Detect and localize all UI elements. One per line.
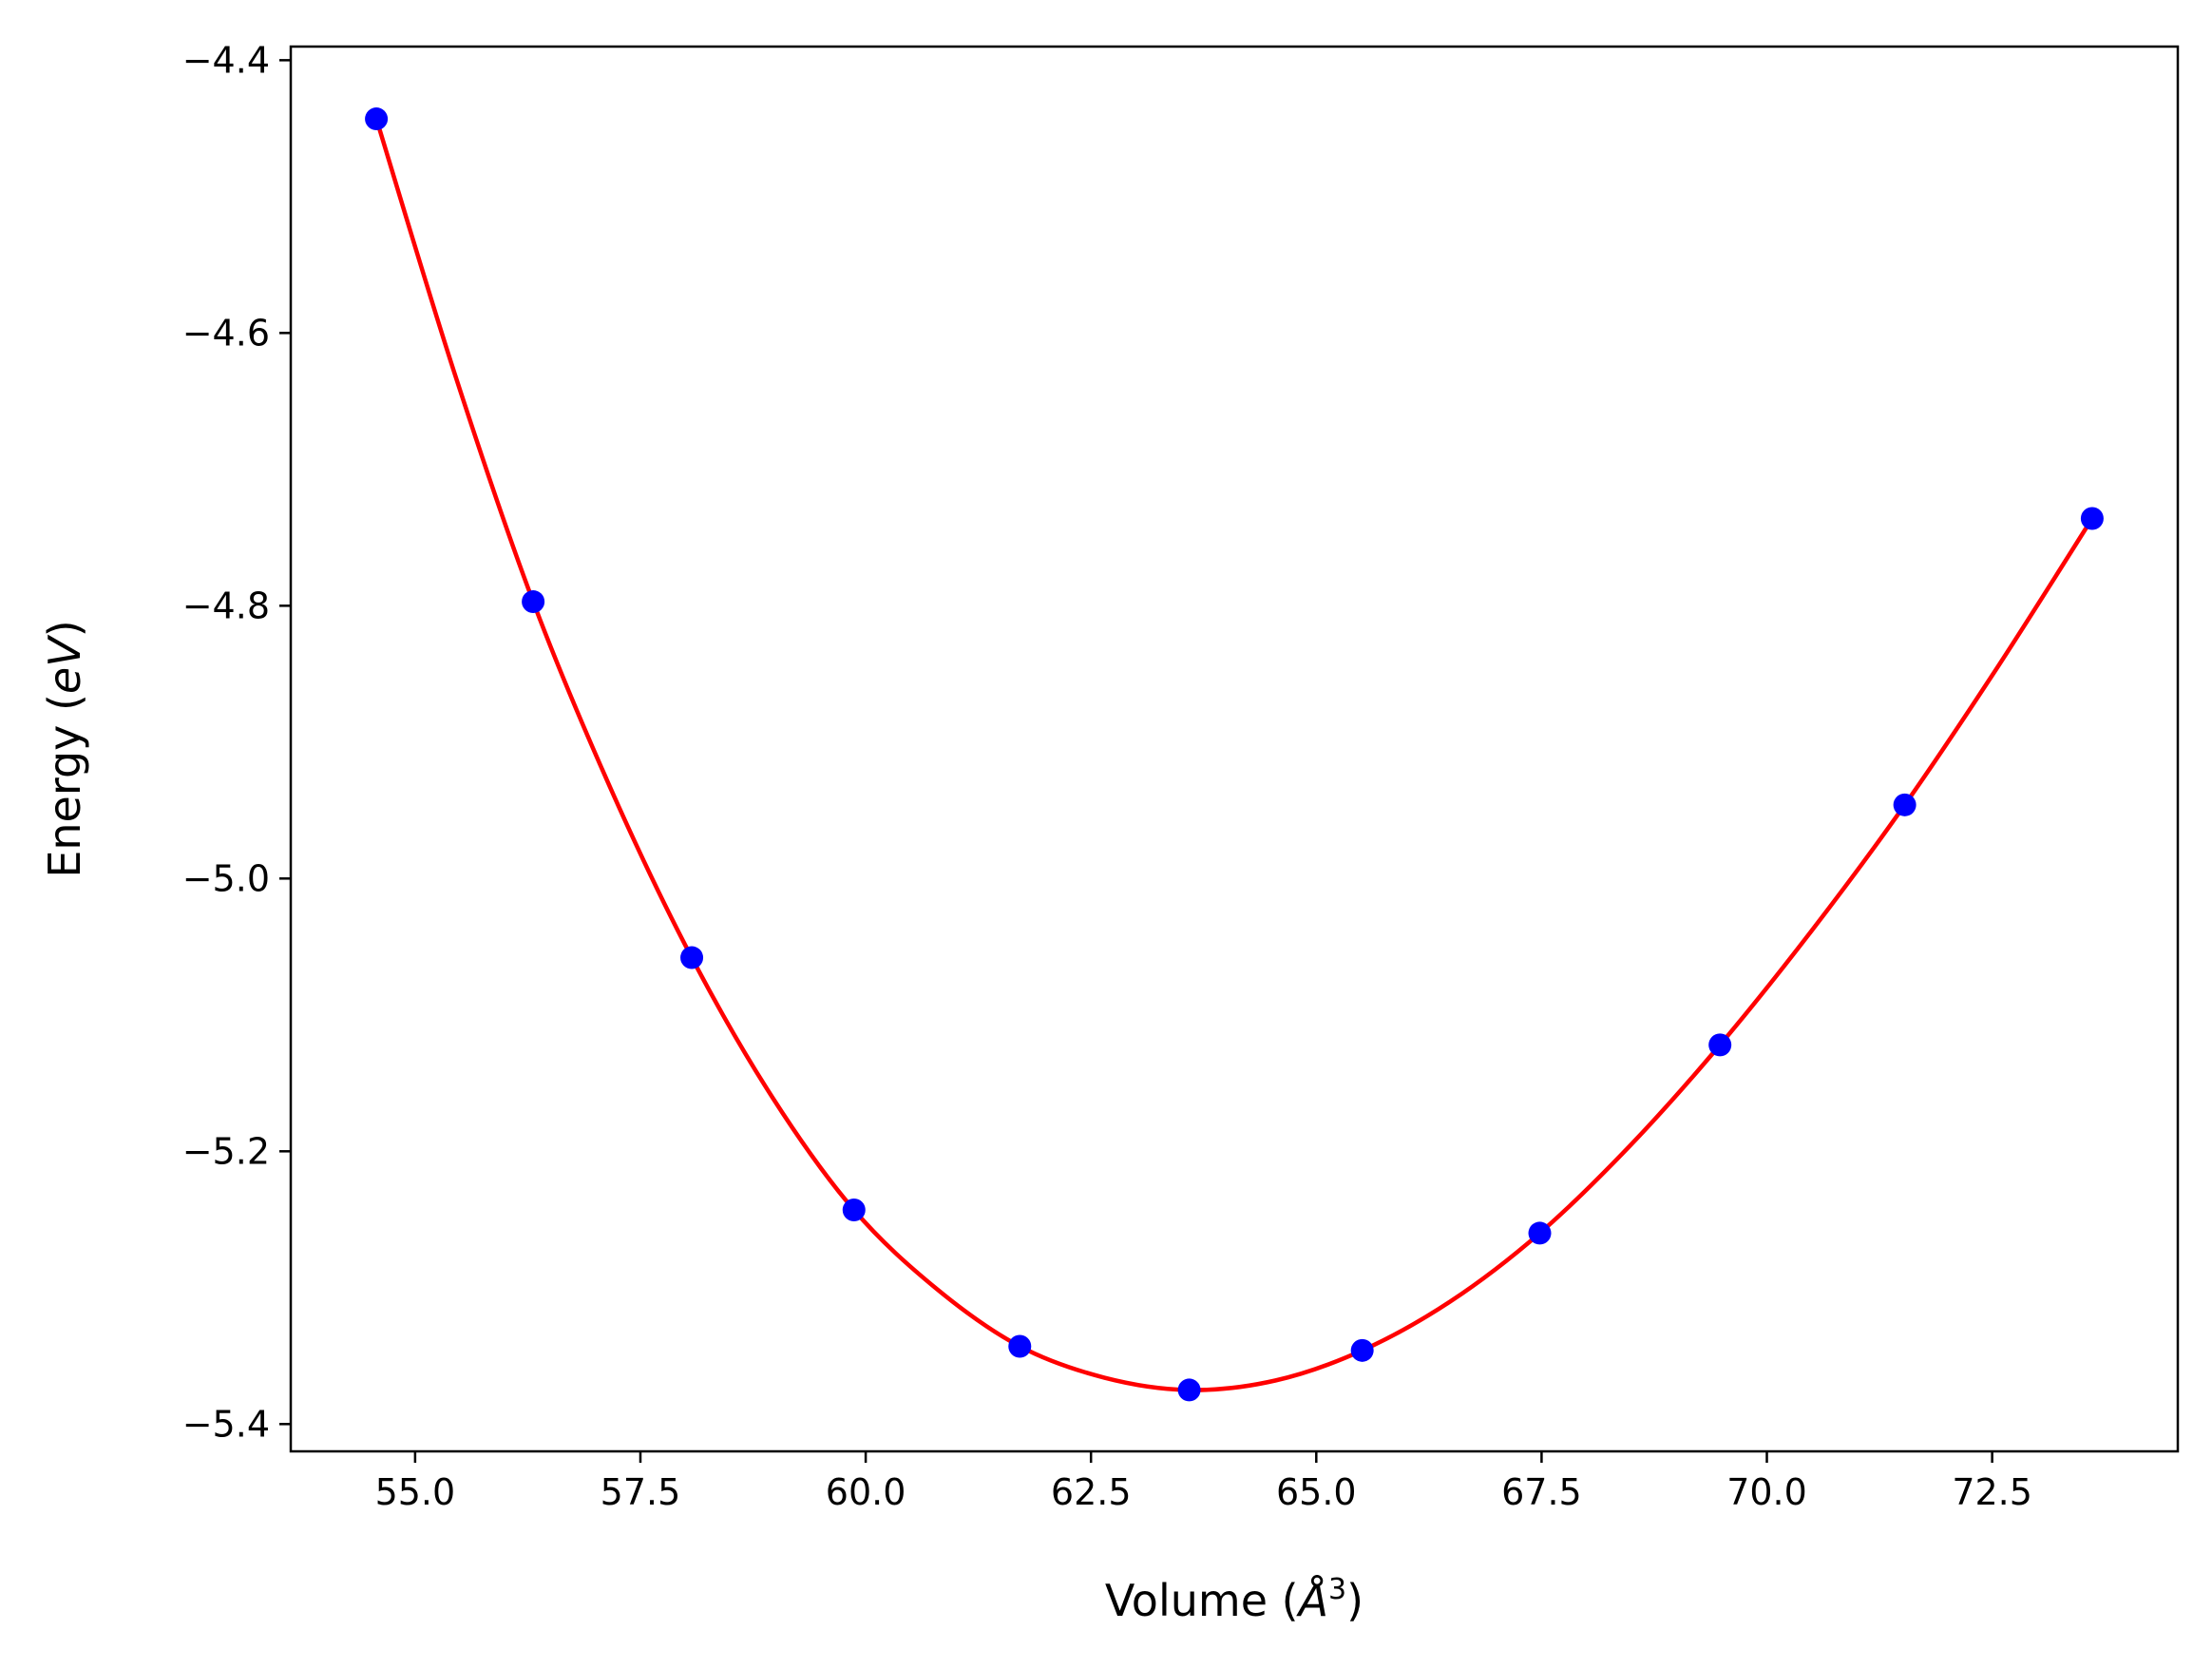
y-tick-label: −5.2	[182, 1130, 270, 1172]
plot-area	[291, 47, 2178, 1451]
fit-curve-layer	[373, 118, 2094, 1392]
data-points-layer	[365, 107, 2104, 1402]
y-tick-label: −5.4	[182, 1403, 270, 1445]
x-tick-label: 67.5	[1501, 1471, 1582, 1513]
x-tick-label: 57.5	[601, 1471, 681, 1513]
data-point	[1008, 1334, 1032, 1358]
fit-curve-line	[373, 118, 2094, 1392]
plot-frame	[289, 45, 2180, 1453]
x-tick-label: 70.0	[1726, 1471, 1807, 1513]
x-tick-label: 60.0	[826, 1471, 906, 1513]
data-point	[1708, 1033, 1732, 1057]
data-point	[1177, 1378, 1201, 1402]
data-point	[1528, 1221, 1552, 1245]
data-point	[842, 1199, 866, 1222]
data-point	[1350, 1338, 1374, 1362]
x-tick-label: 65.0	[1276, 1471, 1357, 1513]
data-point	[680, 946, 704, 969]
y-tick-label: −4.4	[182, 39, 270, 81]
y-axis-label: Energy (eV)	[39, 620, 90, 877]
y-tick-label: −4.6	[182, 312, 270, 354]
data-point	[522, 590, 545, 614]
data-point	[2080, 507, 2104, 530]
axis-ticks: 55.0 57.5 60.0 62.5 65.0 67.5 70.0 72.5 −4.4 −4.6…	[182, 39, 2032, 1513]
data-point	[1893, 793, 1916, 816]
y-tick-label: −4.8	[182, 585, 270, 626]
data-point	[365, 107, 389, 131]
x-axis-label: Volume (Å3)	[1105, 1573, 1363, 1626]
x-tick-label: 55.0	[375, 1471, 456, 1513]
y-tick-label: −5.0	[182, 857, 270, 899]
x-tick-label: 72.5	[1952, 1471, 2032, 1513]
x-tick-label: 62.5	[1051, 1471, 1132, 1513]
